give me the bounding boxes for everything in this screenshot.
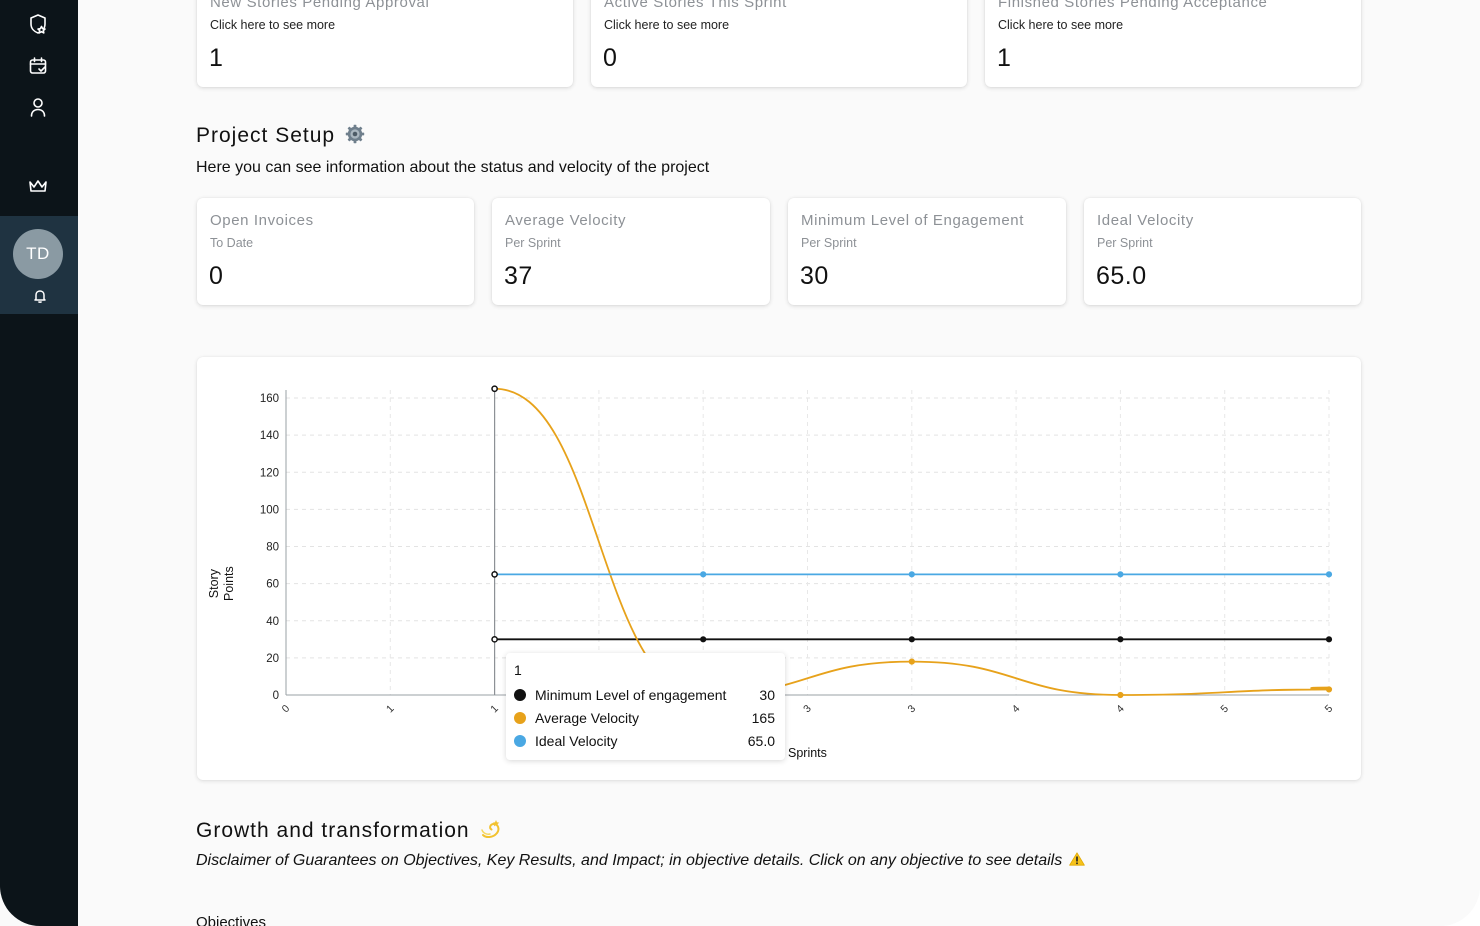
card-finished-stories[interactable]: Finished Stories Pending Acceptance Clic…: [985, 0, 1361, 87]
card-subtitle: Per Sprint: [801, 236, 857, 250]
main-content: New Stories Pending Approval Click here …: [78, 0, 1480, 926]
growth-disclaimer: Disclaimer of Guarantees on Objectives, …: [196, 852, 1085, 871]
card-new-stories[interactable]: New Stories Pending Approval Click here …: [197, 0, 573, 87]
card-subtitle: Click here to see more: [604, 18, 730, 32]
series-dot-ideal: [514, 735, 526, 747]
card-value: 1: [997, 44, 1012, 72]
tooltip-series-value: 65.0: [747, 733, 775, 749]
crown-icon[interactable]: [27, 175, 49, 197]
card-subtitle: Per Sprint: [505, 236, 561, 250]
x-axis-label: Sprints: [788, 746, 827, 760]
gear-emoji-icon: [345, 124, 365, 150]
card-title: Finished Stories Pending Acceptance: [998, 0, 1268, 11]
tooltip-series-value: 30: [759, 687, 775, 703]
card-title: Ideal Velocity: [1097, 212, 1194, 229]
tooltip-row: Minimum Level of engagement 30: [514, 686, 775, 704]
tooltip-row: Average Velocity 165: [514, 709, 775, 727]
chart-tooltip: 1 Minimum Level of engagement 30 Average…: [506, 653, 785, 760]
bell-icon[interactable]: [29, 285, 51, 307]
sidebar: TD: [0, 0, 78, 926]
series-dot-min: [514, 689, 526, 701]
card-value: 0: [603, 44, 618, 72]
warning-icon: [1068, 852, 1085, 871]
card-value: 37: [504, 262, 533, 290]
card-active-stories[interactable]: Active Stories This Sprint Click here to…: [591, 0, 967, 87]
card-title: Average Velocity: [505, 212, 627, 229]
calendar-check-icon[interactable]: [27, 55, 49, 77]
card-open-invoices[interactable]: Open Invoices To Date 0: [197, 198, 474, 305]
avatar[interactable]: TD: [13, 229, 63, 279]
tooltip-series-name: Ideal Velocity: [535, 733, 618, 749]
tooltip-series-name: Minimum Level of engagement: [535, 687, 727, 703]
card-subtitle: Click here to see more: [210, 18, 336, 32]
user-icon[interactable]: [27, 96, 49, 118]
shield-star-icon[interactable]: [27, 13, 49, 35]
card-title: Minimum Level of Engagement: [801, 212, 1024, 229]
dizzy-emoji-icon: [480, 818, 502, 846]
card-title: New Stories Pending Approval: [210, 0, 430, 11]
growth-heading: Growth and transformation: [196, 818, 502, 846]
growth-title: Growth and transformation: [196, 819, 470, 842]
tooltip-series-name: Average Velocity: [535, 710, 640, 726]
project-setup-title: Project Setup: [196, 124, 336, 147]
tooltip-series-value: 165: [751, 710, 775, 726]
sidebar-user-section: TD: [0, 216, 78, 314]
card-ideal-velocity[interactable]: Ideal Velocity Per Sprint 65.0: [1084, 198, 1361, 305]
card-subtitle: Click here to see more: [998, 18, 1124, 32]
card-value: 1: [209, 44, 224, 72]
card-subtitle: Per Sprint: [1097, 236, 1153, 250]
tooltip-header: 1: [514, 662, 522, 678]
card-value: 65.0: [1096, 262, 1147, 290]
card-average-velocity[interactable]: Average Velocity Per Sprint 37: [492, 198, 770, 305]
card-value: 30: [800, 262, 829, 290]
project-setup-heading: Project Setup: [196, 124, 365, 150]
tooltip-row: Ideal Velocity 65.0: [514, 732, 775, 750]
objectives-label: Objectives: [196, 914, 267, 926]
card-title: Open Invoices: [210, 212, 314, 229]
disclaimer-text: Disclaimer of Guarantees on Objectives, …: [196, 852, 1063, 869]
series-dot-avg: [514, 712, 526, 724]
card-subtitle: To Date: [210, 236, 254, 250]
card-min-engagement[interactable]: Minimum Level of Engagement Per Sprint 3…: [788, 198, 1066, 305]
card-value: 0: [209, 262, 224, 290]
project-setup-description: Here you can see information about the s…: [196, 159, 710, 176]
card-title: Active Stories This Sprint: [604, 0, 787, 11]
